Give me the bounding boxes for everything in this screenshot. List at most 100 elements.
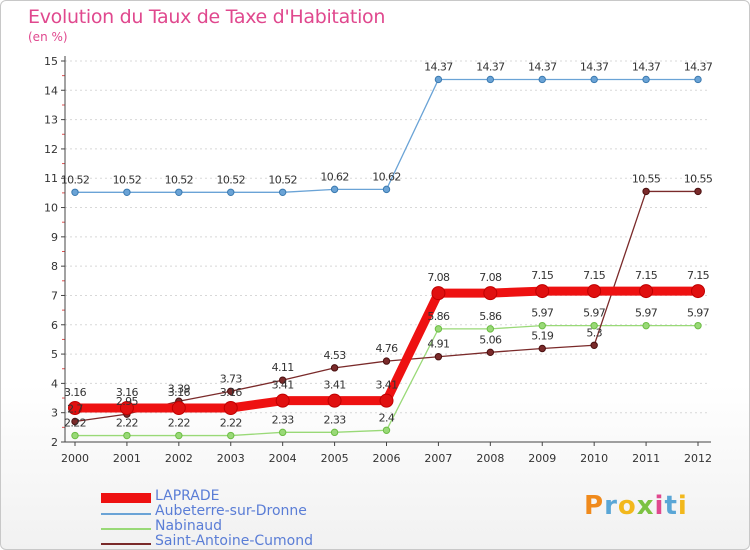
data-label: 7.15 [531, 269, 554, 282]
data-label: 3.16 [220, 386, 243, 399]
data-label: 2.33 [272, 413, 295, 426]
data-label: 10.62 [372, 170, 401, 183]
x-tick-label: 2004 [269, 452, 297, 465]
y-tick-label: 14 [44, 84, 58, 97]
data-point [227, 387, 235, 395]
data-point [275, 393, 290, 408]
x-tick-label: 2009 [528, 452, 556, 465]
data-point [538, 321, 546, 330]
data-label: 5.97 [583, 307, 606, 320]
data-label: 7.08 [479, 271, 502, 284]
data-label: 10.52 [217, 173, 246, 186]
data-label: 14.37 [632, 60, 661, 73]
data-label: 3.41 [324, 379, 346, 392]
y-tick-label: 7 [51, 289, 58, 302]
data-point [590, 321, 598, 330]
y-tick-label: 4 [51, 377, 58, 390]
legend-swatch [101, 528, 151, 530]
y-tick-label: 9 [51, 231, 58, 244]
logo-letter: x [636, 491, 655, 521]
data-point [123, 431, 131, 440]
data-point [327, 393, 342, 408]
data-label: 14.37 [580, 60, 609, 73]
data-point [642, 187, 650, 196]
data-label: 4.11 [272, 361, 294, 374]
logo-letter: i [677, 491, 688, 521]
data-label: 3.41 [375, 379, 397, 392]
data-label: 10.52 [61, 173, 90, 186]
data-label: 4.91 [427, 338, 449, 351]
data-point [590, 75, 598, 84]
data-point [434, 353, 443, 361]
data-point [486, 75, 495, 84]
data-label: 5.86 [479, 310, 502, 323]
data-point [175, 431, 183, 440]
data-label: 3.73 [220, 372, 243, 385]
data-point [379, 393, 394, 408]
x-tick-label: 2001 [113, 452, 141, 465]
data-label: 5.97 [531, 307, 554, 320]
data-point [382, 426, 391, 434]
data-point [330, 428, 339, 437]
data-label: 5.19 [531, 330, 554, 343]
data-point [434, 325, 443, 333]
logo-letter: t [664, 491, 678, 521]
data-label: 3.16 [116, 386, 139, 399]
legend-swatch [101, 493, 151, 503]
chart-title: Evolution du Taux de Taxe d'Habitation [28, 6, 386, 28]
data-point [535, 284, 550, 299]
legend-swatch [101, 543, 151, 545]
data-label: 2.22 [168, 417, 190, 430]
data-label: 2.4 [379, 411, 395, 424]
data-point [431, 286, 446, 301]
data-label: 3.39 [168, 382, 191, 395]
data-point [694, 321, 702, 330]
data-point [382, 357, 391, 365]
logo-letter: o [617, 491, 637, 521]
data-label: 5.97 [635, 307, 658, 320]
x-tick-label: 2003 [217, 452, 245, 465]
y-tick-label: 8 [51, 260, 58, 273]
data-point [227, 431, 235, 440]
x-tick-label: 2010 [580, 452, 608, 465]
data-point [68, 401, 82, 416]
logo-letter: P [584, 491, 605, 521]
data-label: 5.06 [479, 333, 502, 346]
data-label: 10.55 [632, 172, 661, 185]
data-point [71, 188, 79, 196]
data-label: 10.52 [113, 173, 142, 186]
data-label: 3.16 [168, 386, 191, 399]
legend-label: Aubeterre-sur-Dronne [155, 503, 307, 519]
data-label: 10.55 [684, 172, 713, 185]
legend-swatch [101, 513, 151, 515]
data-label: 7.15 [635, 269, 658, 282]
data-point [175, 188, 183, 196]
data-label: 10.52 [165, 173, 194, 186]
y-tick-label: 13 [44, 114, 58, 127]
data-label: 2.7 [67, 402, 83, 415]
x-tick-label: 2011 [632, 452, 660, 465]
data-label: 7.08 [427, 271, 450, 284]
data-point [119, 401, 134, 416]
data-point [71, 431, 79, 440]
data-label: 3.16 [64, 386, 87, 399]
data-point [71, 417, 79, 426]
data-point [486, 325, 495, 333]
data-point [538, 75, 546, 84]
x-tick-label: 2005 [321, 452, 349, 465]
data-point [691, 284, 705, 299]
x-tick-label: 2012 [684, 452, 712, 465]
y-tick-label: 11 [44, 172, 58, 185]
x-tick-label: 2000 [61, 452, 89, 465]
data-point [171, 401, 186, 416]
data-point [123, 188, 131, 196]
y-tick-label: 3 [51, 407, 58, 420]
data-label: 14.37 [528, 60, 557, 73]
data-point [278, 188, 287, 196]
data-label: 7.15 [687, 269, 710, 282]
data-label: 5.3 [586, 326, 602, 339]
data-label: 2.95 [116, 395, 139, 408]
data-label: 14.37 [476, 60, 505, 73]
data-point [223, 401, 238, 416]
